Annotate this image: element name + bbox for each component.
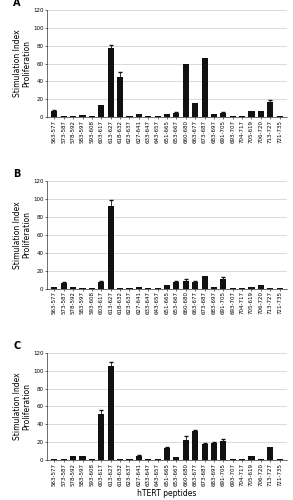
- Bar: [202, 444, 208, 460]
- Bar: [51, 111, 57, 117]
- Bar: [51, 287, 57, 288]
- Bar: [277, 459, 283, 460]
- Bar: [79, 116, 86, 117]
- Bar: [70, 456, 76, 460]
- Bar: [79, 456, 86, 460]
- Text: A: A: [13, 0, 21, 8]
- Bar: [211, 443, 217, 460]
- Bar: [61, 116, 67, 117]
- Bar: [220, 279, 226, 288]
- Bar: [192, 282, 198, 288]
- Bar: [126, 459, 132, 460]
- Bar: [220, 442, 226, 460]
- Bar: [258, 285, 264, 288]
- Bar: [239, 459, 245, 460]
- Bar: [136, 287, 142, 288]
- Bar: [258, 111, 264, 117]
- Bar: [183, 64, 189, 117]
- Bar: [155, 116, 161, 117]
- Bar: [258, 459, 264, 460]
- Bar: [145, 459, 151, 460]
- Bar: [192, 103, 198, 117]
- Y-axis label: Stimulation Index
Proliferation: Stimulation Index Proliferation: [13, 30, 32, 98]
- Text: B: B: [13, 170, 21, 179]
- Bar: [277, 116, 283, 117]
- Bar: [117, 77, 123, 117]
- Bar: [267, 446, 273, 460]
- Bar: [230, 459, 236, 460]
- Bar: [117, 459, 123, 460]
- Bar: [183, 280, 189, 288]
- Bar: [145, 116, 151, 117]
- Bar: [239, 116, 245, 117]
- Bar: [248, 111, 255, 117]
- Bar: [202, 58, 208, 117]
- X-axis label: hTERT peptides: hTERT peptides: [137, 488, 197, 498]
- Bar: [248, 456, 255, 460]
- Bar: [98, 104, 104, 117]
- Bar: [211, 287, 217, 288]
- Bar: [136, 114, 142, 117]
- Bar: [267, 102, 273, 117]
- Bar: [164, 448, 170, 460]
- Bar: [108, 206, 114, 288]
- Bar: [61, 459, 67, 460]
- Bar: [173, 458, 179, 460]
- Bar: [108, 48, 114, 117]
- Y-axis label: Stimulation Index
Proliferation: Stimulation Index Proliferation: [13, 201, 32, 269]
- Bar: [89, 116, 95, 117]
- Bar: [248, 287, 255, 288]
- Bar: [164, 285, 170, 288]
- Bar: [220, 112, 226, 117]
- Bar: [202, 276, 208, 288]
- Bar: [230, 116, 236, 117]
- Bar: [192, 432, 198, 460]
- Bar: [108, 366, 114, 460]
- Bar: [211, 114, 217, 117]
- Bar: [70, 116, 76, 117]
- Bar: [89, 459, 95, 460]
- Bar: [98, 282, 104, 288]
- Bar: [155, 459, 161, 460]
- Bar: [51, 459, 57, 460]
- Bar: [61, 283, 67, 288]
- Text: C: C: [13, 340, 21, 350]
- Bar: [70, 287, 76, 288]
- Bar: [173, 282, 179, 288]
- Bar: [98, 414, 104, 460]
- Bar: [173, 112, 179, 117]
- Bar: [136, 456, 142, 460]
- Y-axis label: Stimulation Index
Proliferation: Stimulation Index Proliferation: [13, 372, 32, 440]
- Bar: [126, 116, 132, 117]
- Bar: [164, 114, 170, 117]
- Bar: [183, 440, 189, 460]
